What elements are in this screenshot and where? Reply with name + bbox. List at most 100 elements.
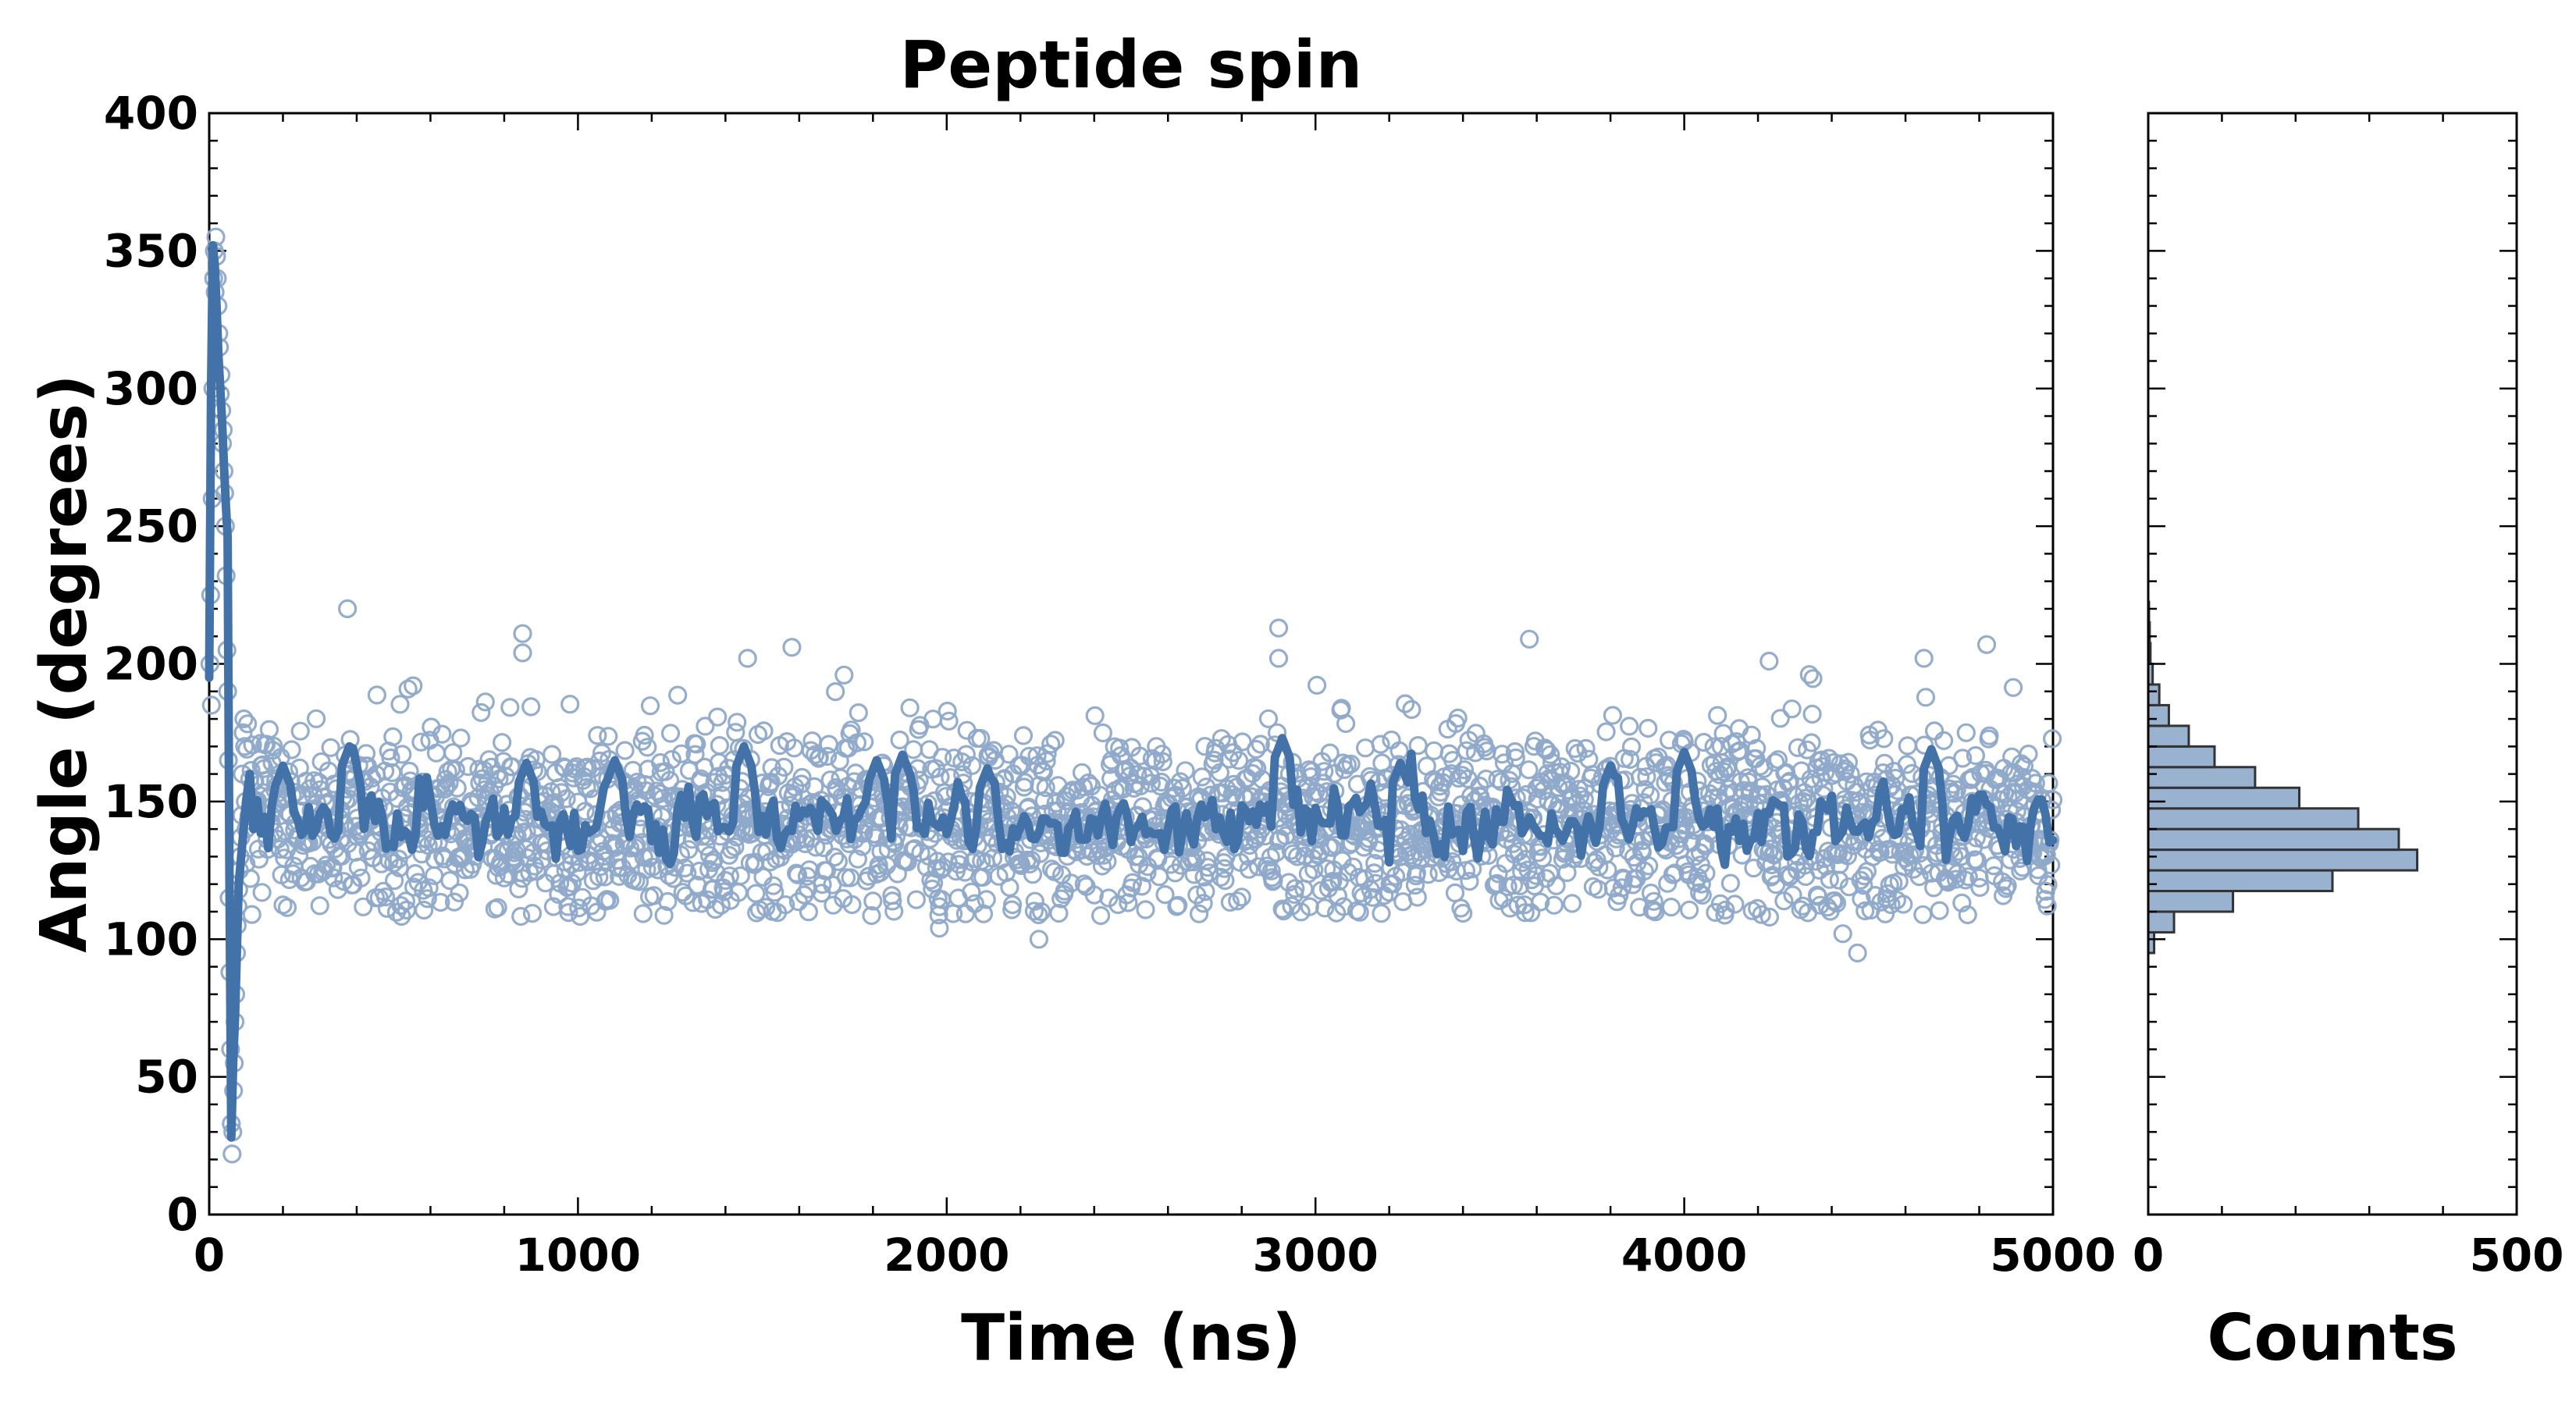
scatter-point (1285, 884, 1304, 904)
scatter-point (1958, 905, 1977, 925)
y-tick-label: 100 (104, 912, 198, 966)
scatter-point (1334, 897, 1354, 916)
scatter-point (436, 777, 456, 796)
scatter-point (390, 695, 410, 714)
scatter-point (1820, 870, 1839, 889)
scatter-point (2041, 855, 2061, 875)
scatter-point (259, 720, 279, 739)
scatter-point (1959, 867, 1978, 887)
histogram-frame (2147, 112, 2518, 1216)
scatter-point (431, 892, 450, 912)
scatter-point (578, 852, 598, 872)
scatter-point (826, 681, 845, 702)
histogram-x-tick-label: 500 (2469, 1229, 2564, 1282)
scatter-point (687, 735, 706, 754)
scatter-point (930, 918, 949, 938)
scatter-point (955, 904, 976, 923)
scatter-point (1870, 842, 1890, 863)
scatter-point (324, 868, 343, 887)
scatter-point (1930, 901, 1949, 920)
scatter-point (1445, 883, 1465, 903)
scatter-point (1925, 721, 1944, 741)
scatter-point (817, 746, 838, 767)
scatter-point (1537, 741, 1557, 760)
scatter-point (1838, 846, 1857, 866)
scatter-point (446, 760, 466, 780)
scatter-point (580, 779, 600, 799)
scatter-point (825, 847, 845, 867)
scatter-point (819, 735, 838, 754)
scatter-point (2004, 678, 2023, 697)
scatter-point (1268, 649, 1289, 668)
scatter-point (1521, 903, 1541, 923)
scatter-point (1029, 930, 1049, 949)
scatter-point (1189, 904, 1209, 923)
histogram-bar (2147, 910, 2176, 934)
scatter-point (1967, 851, 1987, 870)
scatter-point (1519, 760, 1539, 780)
scatter-point (1953, 749, 1973, 768)
scatter-point (475, 692, 495, 712)
scatter-point (834, 665, 854, 685)
scatter-point (1603, 706, 1622, 725)
scatter-series (200, 227, 2063, 1164)
scatter-point (1074, 874, 1094, 894)
histogram-bar (2147, 786, 2301, 810)
scatter-point (1393, 863, 1412, 882)
scatter-point (1130, 776, 1151, 796)
scatter-point (381, 748, 400, 768)
scatter-point (1696, 863, 1716, 883)
scatter-point (1338, 863, 1358, 882)
scatter-point (522, 903, 543, 923)
scatter-point (776, 895, 795, 915)
scatter-point (1286, 879, 1305, 898)
histogram-bar (2147, 848, 2419, 872)
scatter-point (560, 877, 579, 897)
scatter-point (348, 857, 368, 877)
scatter-point (1561, 761, 1581, 781)
scatter-point (847, 733, 867, 752)
scatter-point (488, 898, 507, 917)
scatter-point (1970, 877, 1990, 898)
scatter-point (1505, 742, 1525, 762)
scatter-point (1694, 732, 1713, 752)
scatter-point (1827, 893, 1847, 913)
scatter-point (1841, 764, 1860, 784)
scatter-point (290, 721, 310, 741)
scatter-point (1023, 865, 1043, 884)
y-axis-label: Angle (degrees) (27, 374, 101, 952)
scatter-point (939, 711, 959, 731)
scatter-point (884, 902, 904, 921)
scatter-point (792, 767, 812, 788)
scatter-point (1913, 905, 1933, 924)
scatter-point (391, 895, 411, 916)
histogram-x-ticks: 0 500 (2133, 113, 2564, 1282)
scatter-point (393, 745, 412, 764)
scatter-point (411, 732, 431, 752)
scatter-point (1192, 767, 1212, 787)
scatter-point (1247, 739, 1266, 759)
scatter-point (243, 735, 262, 755)
scatter-point (973, 904, 994, 923)
scatter-point (1744, 858, 1763, 878)
scatter-point (1343, 857, 1363, 877)
scatter-point (920, 829, 940, 848)
scatter-point (1457, 741, 1476, 760)
scatter-point (1448, 708, 1468, 728)
scatter-point (494, 868, 514, 887)
scatter-point (440, 870, 460, 891)
scatter-point (1336, 713, 1356, 734)
scatter-point (252, 883, 272, 902)
scatter-point (551, 783, 571, 802)
scatter-point (1232, 887, 1251, 907)
scatter-point (635, 725, 654, 745)
scatter-point (1914, 649, 1934, 668)
scatter-point (1643, 900, 1663, 919)
chart-title: Peptide spin (900, 27, 1363, 103)
scatter-point (1747, 738, 1767, 758)
running-average-series (205, 240, 2058, 1142)
scatter-point (509, 879, 528, 898)
scatter-point (754, 721, 774, 741)
scatter-point (640, 696, 660, 716)
